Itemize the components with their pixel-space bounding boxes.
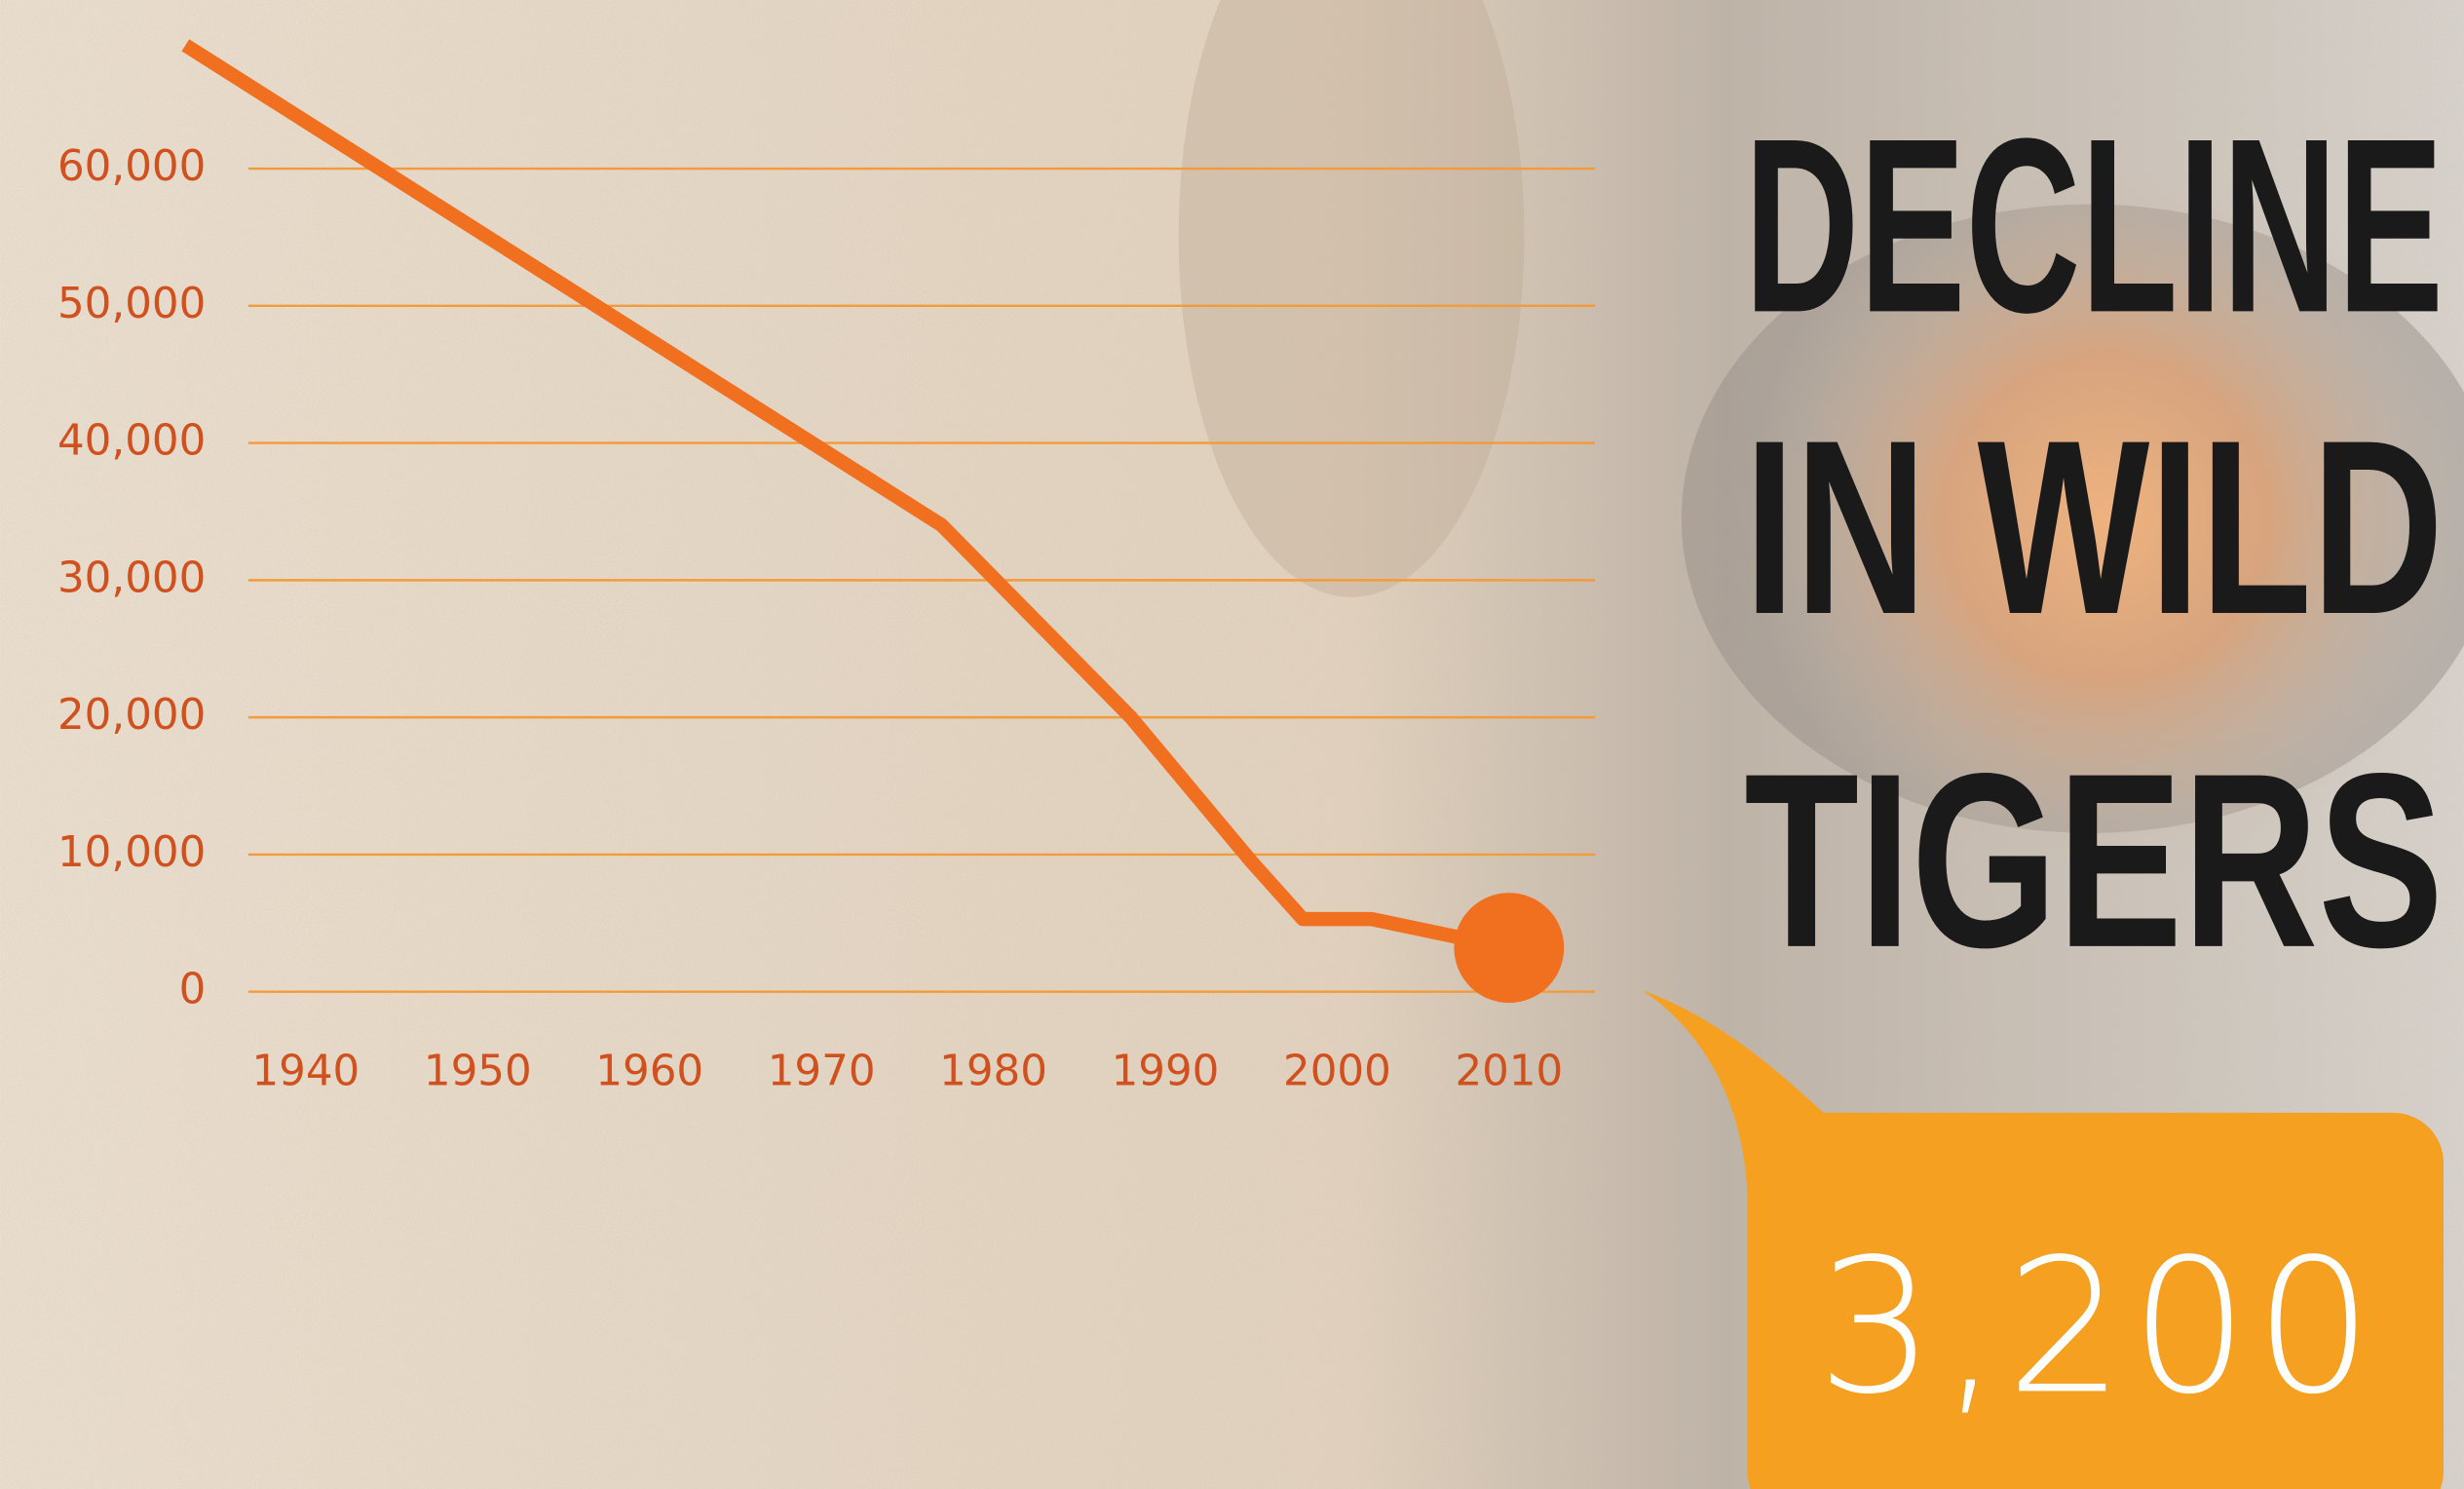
x-tick-label: 1950 xyxy=(424,1048,532,1096)
x-tick-label: 2010 xyxy=(1455,1048,1563,1096)
page: 0 10,000 20,000 30,000 40,000 50,000 60,000 194… xyxy=(0,0,2464,1489)
chart: 0 10,000 20,000 30,000 40,000 50,000 60,000 194… xyxy=(0,0,2464,1489)
y-tick-label: 20,000 xyxy=(57,691,206,740)
y-tick-label: 50,000 xyxy=(57,280,206,328)
x-tick-label: 2000 xyxy=(1283,1048,1391,1096)
x-tick-label: 1940 xyxy=(251,1048,360,1096)
x-tick-label: 1990 xyxy=(1112,1048,1220,1096)
y-tick-label: 0 xyxy=(179,966,207,1014)
y-tick-label: 60,000 xyxy=(57,142,206,191)
y-tick-label: 10,000 xyxy=(57,828,206,877)
end-point xyxy=(1454,893,1564,1003)
y-tick-label: 40,000 xyxy=(57,417,206,466)
x-tick-label: 1970 xyxy=(768,1048,876,1096)
x-tick-label: 1980 xyxy=(939,1048,1047,1096)
x-tick-label: 1960 xyxy=(595,1048,703,1096)
callout-text: 3,200 xyxy=(1817,1218,2379,1434)
y-tick-label: 30,000 xyxy=(57,554,206,602)
